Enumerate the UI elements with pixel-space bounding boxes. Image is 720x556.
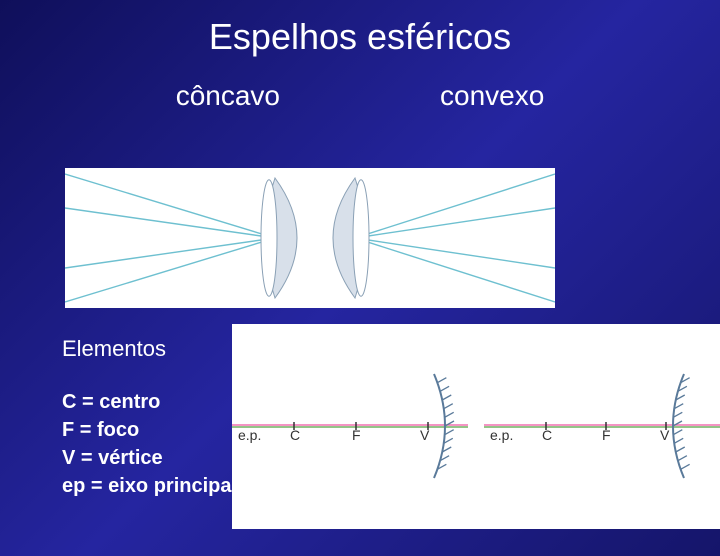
- type-concave-label: côncavo: [176, 80, 280, 112]
- elements-heading: Elementos: [62, 336, 166, 362]
- svg-text:C: C: [542, 427, 552, 443]
- mirror-types-row: côncavo convexo: [0, 80, 720, 112]
- svg-text:e.p.: e.p.: [238, 427, 261, 443]
- legend: C = centro F = foco V = vértice ep = eix…: [62, 388, 237, 500]
- legend-v: V = vértice: [62, 444, 237, 472]
- svg-text:V: V: [420, 427, 430, 443]
- svg-text:e.p.: e.p.: [490, 427, 513, 443]
- svg-text:C: C: [290, 427, 300, 443]
- legend-ep: ep = eixo principal: [62, 472, 237, 500]
- axis-diagram: e.p. C F V e.p. C F V: [232, 324, 720, 529]
- legend-f: F = foco: [62, 416, 237, 444]
- svg-text:V: V: [660, 427, 670, 443]
- page-title: Espelhos esféricos: [0, 16, 720, 58]
- type-convex-label: convexo: [440, 80, 544, 112]
- mirrors-diagram: [65, 168, 555, 308]
- svg-text:F: F: [352, 427, 361, 443]
- svg-text:F: F: [602, 427, 611, 443]
- legend-c: C = centro: [62, 388, 237, 416]
